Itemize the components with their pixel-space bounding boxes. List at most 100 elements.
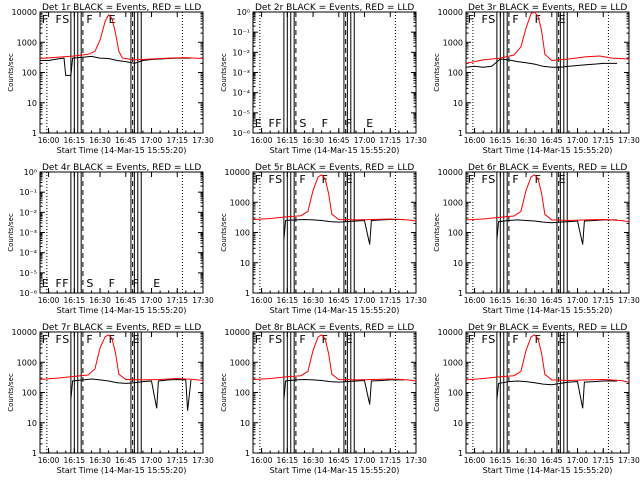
flag-marker: F <box>512 13 518 26</box>
x-tick-label: 16:45 <box>328 136 350 145</box>
x-tick-label: 16:45 <box>328 296 350 305</box>
events-series-line <box>283 378 404 405</box>
y-tick-label: 10⁻⁶ <box>19 289 37 298</box>
x-tick-label: 16:30 <box>89 296 111 305</box>
x-tick-label: 16:45 <box>541 456 563 465</box>
flag-marker: S <box>275 173 282 186</box>
chart-title: Det 4r BLACK = Events, RED = LLD <box>42 163 201 173</box>
x-tick-label: 16:15 <box>490 296 512 305</box>
flag-marker: F <box>346 117 352 130</box>
flag-marker: F <box>275 117 281 130</box>
x-axis-label: Start Time (14-Mar-15 15:55:20) <box>57 306 187 315</box>
y-tick-label: 10 <box>27 99 37 108</box>
flag-marker: F <box>481 173 487 186</box>
x-tick-label: 16:30 <box>302 456 324 465</box>
y-tick-label: 10⁰ <box>24 168 37 177</box>
y-tick-label: 10⁻² <box>19 208 37 217</box>
x-tick-label: 16:45 <box>541 296 563 305</box>
flag-marker: S <box>488 13 495 26</box>
flag-marker: E <box>366 117 373 130</box>
y-tick-label: 10000 <box>12 328 37 337</box>
chart-panel-5: Det 5r BLACK = Events, RED = LLD Counts/s… <box>220 163 427 315</box>
y-tick-label: 1000 <box>230 198 250 207</box>
x-tick-label: 17:15 <box>379 136 401 145</box>
flag-marker: E <box>346 333 353 346</box>
flag-marker: F <box>55 13 61 26</box>
plot-frame <box>465 331 630 454</box>
y-tick-label: 1 <box>32 129 37 138</box>
x-axis-label: Start Time (14-Mar-15 15:55:20) <box>270 146 400 155</box>
flag-marker: S <box>62 333 69 346</box>
lld-series-line <box>39 334 204 381</box>
chart-title: Det 3r BLACK = Events, RED = LLD <box>468 3 627 13</box>
y-tick-label: 10000 <box>12 8 37 17</box>
flag-marker: F <box>481 333 487 346</box>
y-tick-label: 10000 <box>225 328 250 337</box>
chart-panel-6: Det 6r BLACK = Events, RED = LLD Counts/s… <box>433 163 640 315</box>
flag-marker: F <box>86 333 92 346</box>
y-tick-label: 100 <box>448 69 463 78</box>
chart-title: Det 6r BLACK = Events, RED = LLD <box>468 163 627 173</box>
lld-series-line <box>465 334 630 383</box>
y-tick-label: 10000 <box>438 168 463 177</box>
chart-panel-3: Det 3r BLACK = Events, RED = LLD Counts/s… <box>433 3 640 155</box>
x-axis-label: Start Time (14-Mar-15 15:55:20) <box>483 466 613 475</box>
y-tick-label: 10 <box>240 419 250 428</box>
chart-panel-1: Det 1r BLACK = Events, RED = LLD Counts/s… <box>7 3 214 155</box>
x-tick-label: 17:30 <box>618 296 640 305</box>
x-tick-label: 16:15 <box>277 296 299 305</box>
flag-marker: F <box>255 333 261 346</box>
x-tick-label: 16:30 <box>515 136 537 145</box>
lld-series-line <box>252 334 417 382</box>
flag-marker: E <box>42 277 49 290</box>
x-tick-label: 16:15 <box>277 456 299 465</box>
events-series-line <box>40 55 191 76</box>
x-tick-label: 16:45 <box>541 136 563 145</box>
flag-marker: S <box>488 173 495 186</box>
flag-marker: F <box>133 277 139 290</box>
y-tick-label: 10 <box>453 259 463 268</box>
y-axis-label: Counts/sec <box>220 53 228 92</box>
y-axis-label: Counts/sec <box>220 213 228 252</box>
flag-marker: E <box>559 173 566 186</box>
chart-panel-7: Det 7r BLACK = Events, RED = LLD Counts/s… <box>7 323 214 475</box>
plot-frame <box>39 11 204 134</box>
y-tick-label: 1 <box>458 289 463 298</box>
plot-frame <box>39 331 204 454</box>
flag-marker: F <box>512 173 518 186</box>
events-series-line <box>465 58 617 68</box>
y-tick-label: 10 <box>453 99 463 108</box>
flag-marker: S <box>275 333 282 346</box>
x-tick-label: 16:45 <box>115 136 137 145</box>
y-tick-label: 100 <box>235 389 250 398</box>
y-tick-label: 10⁻⁴ <box>232 89 250 98</box>
x-axis-label: Start Time (14-Mar-15 15:55:20) <box>270 466 400 475</box>
x-tick-label: 17:00 <box>567 456 589 465</box>
y-axis-label: Counts/sec <box>220 373 228 412</box>
flag-marker: F <box>299 333 305 346</box>
x-tick-label: 17:00 <box>141 456 163 465</box>
chart-title: Det 9r BLACK = Events, RED = LLD <box>468 323 627 333</box>
x-tick-label: 17:30 <box>405 456 427 465</box>
x-tick-label: 16:30 <box>89 136 111 145</box>
flag-marker: F <box>62 277 68 290</box>
flag-marker: F <box>268 173 274 186</box>
y-tick-label: 10⁻⁵ <box>19 269 37 278</box>
x-tick-label: 17:15 <box>592 136 614 145</box>
flag-marker: S <box>86 277 93 290</box>
x-tick-label: 17:15 <box>592 456 614 465</box>
flag-marker: F <box>322 117 328 130</box>
x-tick-label: 17:30 <box>192 136 214 145</box>
x-tick-label: 16:15 <box>64 456 86 465</box>
flag-marker: F <box>268 117 274 130</box>
chart-title: Det 5r BLACK = Events, RED = LLD <box>255 163 414 173</box>
y-tick-label: 1 <box>245 289 250 298</box>
x-tick-label: 17:30 <box>405 296 427 305</box>
x-tick-label: 17:30 <box>405 136 427 145</box>
x-tick-label: 16:45 <box>328 456 350 465</box>
flag-marker: E <box>133 333 140 346</box>
y-tick-label: 10 <box>27 419 37 428</box>
flag-marker: F <box>535 13 541 26</box>
chart-panel-8: Det 8r BLACK = Events, RED = LLD Counts/s… <box>220 323 427 475</box>
y-tick-label: 1000 <box>443 358 463 367</box>
